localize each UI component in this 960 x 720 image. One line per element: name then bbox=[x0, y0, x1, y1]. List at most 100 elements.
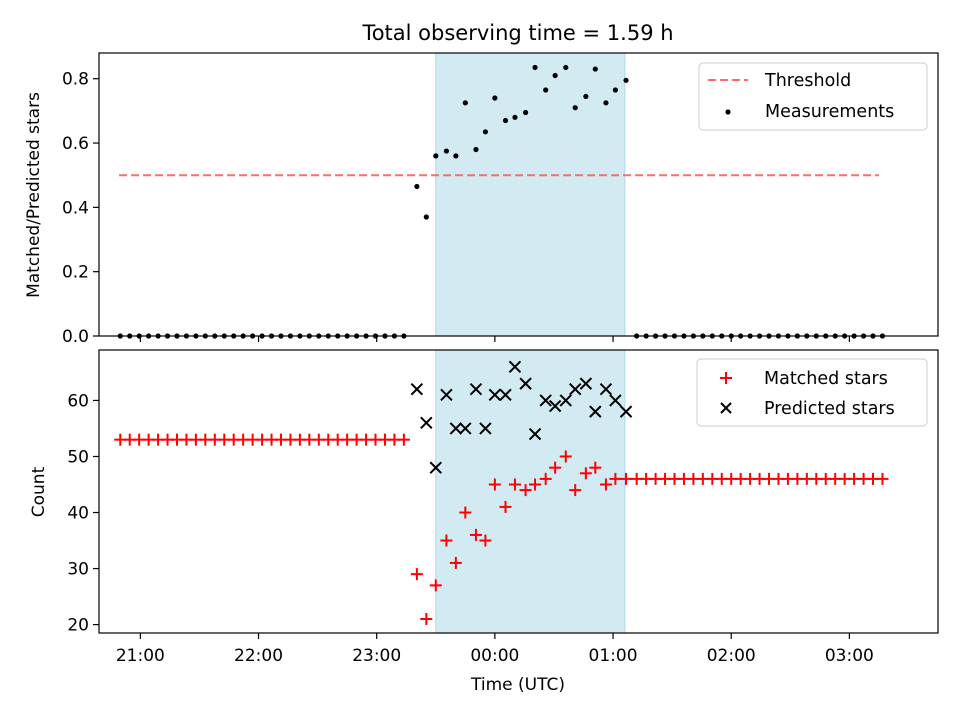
measurement-point bbox=[414, 183, 420, 190]
matched-star-point bbox=[529, 478, 542, 491]
legend-predicted-label: Predicted stars bbox=[764, 399, 895, 419]
measurement-point bbox=[423, 214, 429, 220]
x-tick-label: 02:00 bbox=[707, 646, 756, 666]
matched-star-point bbox=[539, 472, 552, 485]
matched-star-point bbox=[559, 450, 572, 463]
predicted-star-point bbox=[519, 377, 532, 390]
x-tick-label: 23:00 bbox=[352, 646, 401, 666]
y-tick-label: 30 bbox=[67, 560, 89, 580]
y-tick-label: 0.8 bbox=[62, 70, 89, 90]
matched-stars-points bbox=[114, 433, 889, 625]
y-tick-label: 20 bbox=[67, 616, 89, 636]
matched-star-point bbox=[508, 478, 521, 491]
matched-star-point bbox=[397, 433, 410, 446]
y-tick-label: 0.2 bbox=[62, 263, 89, 283]
predicted-star-point bbox=[539, 394, 552, 407]
predicted-star-point bbox=[420, 416, 433, 430]
predicted-stars-points bbox=[410, 360, 633, 474]
matched-star-point bbox=[429, 579, 442, 592]
predicted-star-point bbox=[609, 394, 622, 407]
top-x-ticks bbox=[139, 336, 850, 342]
predicted-star-point bbox=[410, 383, 424, 396]
measurement-point bbox=[623, 77, 629, 83]
measurement-point bbox=[443, 148, 450, 154]
measurement-point bbox=[552, 72, 558, 79]
top-observing-span bbox=[435, 52, 626, 337]
measurement-point bbox=[482, 129, 489, 135]
matched-star-point bbox=[519, 484, 532, 497]
top-panel: 0.00.20.40.60.8 Matched/Predicted stars … bbox=[24, 52, 939, 347]
legend-predicted-swatch bbox=[720, 402, 732, 414]
predicted-star-point bbox=[440, 388, 453, 402]
predicted-star-point bbox=[488, 388, 502, 402]
measurement-point bbox=[453, 153, 459, 159]
legend-measurements-label: Measurements bbox=[765, 102, 894, 122]
matched-star-point bbox=[589, 461, 602, 474]
bottom-y-ticks: 20 30 40 50 60 bbox=[67, 391, 99, 636]
measurement-point bbox=[603, 100, 609, 106]
predicted-star-point bbox=[589, 405, 602, 418]
x-tick-label: 22:00 bbox=[234, 646, 283, 666]
matched-star-point bbox=[449, 556, 462, 569]
matched-star-point bbox=[410, 568, 423, 581]
measurement-point bbox=[522, 109, 529, 116]
bottom-legend: Matched stars Predicted stars bbox=[696, 358, 928, 427]
top-y-axis-label: Matched/Predicted stars bbox=[24, 92, 44, 298]
bottom-axes-frame bbox=[98, 349, 939, 634]
predicted-star-point bbox=[579, 377, 593, 390]
measurement-point bbox=[572, 105, 578, 111]
matched-star-point bbox=[876, 472, 889, 485]
y-tick-label: 0.6 bbox=[62, 134, 89, 154]
predicted-star-point bbox=[449, 422, 463, 435]
x-tick-label: 03:00 bbox=[825, 646, 874, 666]
matched-star-point bbox=[609, 472, 622, 485]
y-tick-label: 0.4 bbox=[62, 198, 89, 218]
top-axes-frame bbox=[98, 52, 939, 337]
matched-star-point bbox=[549, 461, 562, 474]
measurement-point bbox=[592, 66, 598, 72]
x-axis-label: Time (UTC) bbox=[470, 675, 565, 695]
x-tick-label: 21:00 bbox=[116, 646, 165, 666]
measurement-point bbox=[532, 64, 538, 71]
predicted-star-point bbox=[508, 360, 522, 374]
measurement-point bbox=[462, 100, 468, 106]
matched-star-point bbox=[440, 534, 453, 547]
predicted-star-point bbox=[548, 399, 562, 413]
predicted-star-point bbox=[469, 383, 483, 396]
matched-star-point bbox=[599, 478, 612, 491]
y-tick-label: 60 bbox=[67, 391, 89, 411]
matched-star-point bbox=[499, 500, 512, 513]
measurement-point bbox=[512, 114, 518, 120]
matched-star-point bbox=[479, 534, 492, 547]
predicted-star-point bbox=[479, 422, 492, 435]
x-tick-label: 00:00 bbox=[470, 646, 519, 666]
top-legend: Threshold Measurements bbox=[698, 62, 928, 131]
legend-measurements-swatch bbox=[725, 109, 731, 115]
matched-star-point bbox=[469, 528, 482, 541]
bottom-panel: 20 30 40 50 60 21:00 22:00 23:00 00:00 01:00 02:0… bbox=[29, 349, 939, 695]
legend-matched-label: Matched stars bbox=[764, 369, 888, 389]
matched-star-point bbox=[579, 467, 592, 480]
measurement-point bbox=[433, 153, 439, 159]
predicted-star-point bbox=[569, 383, 582, 396]
bottom-y-axis-label: Count bbox=[29, 466, 49, 517]
predicted-star-point bbox=[559, 394, 572, 407]
predicted-star-point bbox=[619, 405, 633, 418]
measurement-point bbox=[543, 87, 549, 93]
matched-star-point bbox=[488, 478, 501, 491]
y-tick-label: 50 bbox=[67, 447, 89, 467]
predicted-star-point bbox=[499, 388, 512, 402]
chart-title: Total observing time = 1.59 h bbox=[361, 21, 673, 45]
bottom-x-ticks: 21:00 22:00 23:00 00:00 01:00 02:00 03:00 bbox=[116, 633, 874, 666]
y-tick-label: 40 bbox=[67, 504, 89, 524]
predicted-star-point bbox=[599, 383, 613, 396]
matched-star-point bbox=[459, 506, 472, 519]
measurement-point bbox=[563, 64, 569, 71]
legend-matched-swatch bbox=[720, 372, 732, 384]
matched-star-point bbox=[420, 612, 433, 625]
measurement-point bbox=[473, 146, 479, 153]
measurement-point bbox=[612, 87, 618, 93]
predicted-star-point bbox=[429, 461, 442, 474]
measurement-point bbox=[502, 117, 509, 124]
